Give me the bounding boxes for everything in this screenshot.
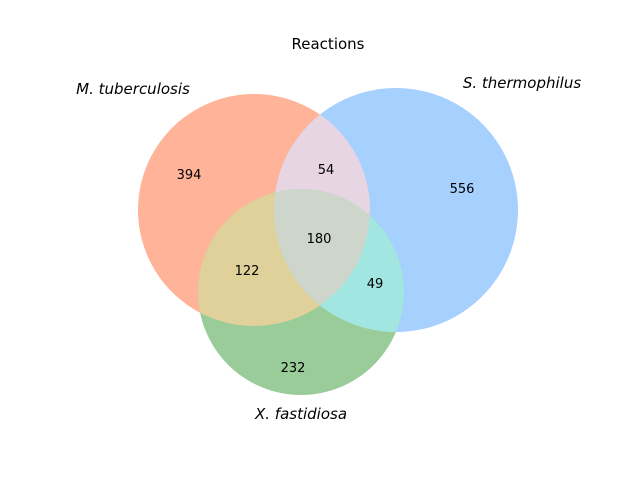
region-b-only-count: 556 <box>450 182 475 197</box>
region-c-only-count: 232 <box>281 361 306 376</box>
region-a-only-count: 394 <box>177 168 202 183</box>
set-c-label: X. fastidiosa <box>254 405 347 423</box>
chart-title: Reactions <box>292 35 365 53</box>
region-bc-count: 49 <box>367 277 384 292</box>
region-ac-count: 122 <box>235 264 260 279</box>
region-ab-count: 54 <box>318 163 335 178</box>
region-abc-count: 180 <box>307 232 332 247</box>
set-a-label: M. tuberculosis <box>76 80 190 98</box>
set-b-label: S. thermophilus <box>463 74 582 92</box>
